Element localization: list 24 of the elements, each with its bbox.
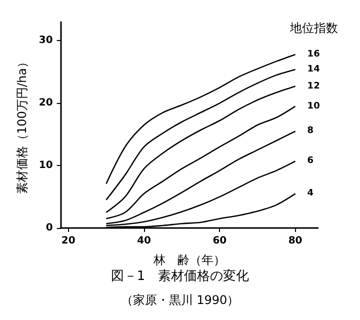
y-tick-label: 20: [38, 98, 53, 109]
series-label: 16: [307, 49, 320, 60]
series-label: 12: [307, 81, 320, 92]
x-tick-label: 20: [61, 236, 76, 246]
legend-title: 地位指数: [289, 21, 338, 35]
line-series: [106, 106, 296, 220]
x-tick-label: 60: [212, 236, 227, 246]
series-label: 4: [307, 188, 314, 199]
x-tick-label: 80: [288, 236, 302, 246]
series-label: 14: [307, 64, 320, 74]
y-axis-title: 素材価格（100万円/ha）: [15, 56, 29, 194]
text: 図－1 素材価格の変化: [110, 268, 250, 284]
line-series: [106, 54, 296, 184]
text: （家原・黒川 1990）: [120, 293, 240, 307]
y-tick-label: 0: [46, 222, 53, 234]
series-label: 6: [307, 156, 314, 166]
y-tick-label: 10: [38, 160, 53, 172]
line-series: [106, 86, 296, 214]
series-label: 10: [307, 101, 320, 112]
x-tick-label: 40: [137, 236, 152, 246]
line-series: [106, 68, 296, 201]
series-label: 8: [307, 126, 314, 136]
y-tick-label: 30: [38, 35, 53, 46]
x-axis-title: 林 齢（年）: [152, 253, 226, 267]
